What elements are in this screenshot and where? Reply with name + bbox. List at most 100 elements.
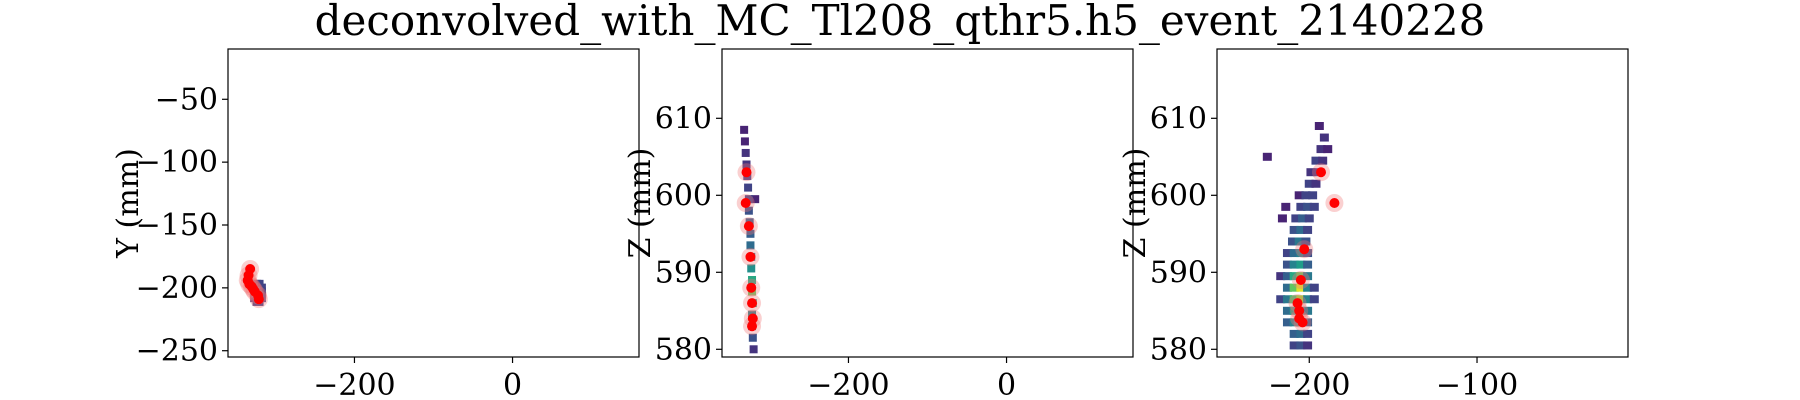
heatmap-cell bbox=[1309, 283, 1319, 292]
heatmap-cell bbox=[1282, 306, 1292, 315]
heatmap-cell bbox=[1323, 145, 1333, 154]
heatmap-cell bbox=[748, 333, 757, 342]
y-tick-label: −200 bbox=[136, 271, 218, 306]
heatmap-cell bbox=[746, 241, 755, 250]
heatmap-cell bbox=[740, 125, 749, 134]
heatmap-cell bbox=[1298, 214, 1308, 223]
heatmap-cell bbox=[744, 183, 753, 192]
mc-hit-point bbox=[1294, 305, 1305, 316]
mc-hit-point bbox=[746, 282, 757, 293]
heatmap-cell bbox=[1276, 295, 1286, 304]
axes-frame bbox=[721, 48, 1134, 358]
heatmap-cell bbox=[1289, 260, 1299, 269]
heatmap-cell bbox=[1318, 156, 1328, 165]
heatmap-cell bbox=[1309, 202, 1319, 211]
heatmap-cell bbox=[1289, 318, 1299, 327]
heatmap-cell bbox=[1301, 237, 1311, 246]
y-tick-label: −150 bbox=[136, 208, 218, 243]
heatmap-cell bbox=[1296, 225, 1306, 234]
heatmap-cell bbox=[1304, 179, 1314, 188]
mc-hit-point bbox=[1297, 317, 1308, 328]
panel-xy: −200 0 −50 −100 −150 −200 −250 Y (mm) bbox=[111, 48, 640, 400]
heatmap-cell bbox=[1296, 260, 1306, 269]
y-tick-label: −50 bbox=[155, 82, 218, 117]
heatmap-cell bbox=[1303, 306, 1313, 315]
mc-hit-point bbox=[1316, 167, 1327, 178]
heatmap-cell bbox=[1301, 191, 1311, 200]
heatmap-cell bbox=[1308, 191, 1318, 200]
heatmap-cell bbox=[1282, 283, 1292, 292]
heatmap-cell bbox=[1282, 260, 1292, 269]
y-tick-label: 600 bbox=[655, 178, 712, 213]
y-tick-label: −250 bbox=[136, 334, 218, 369]
heatmap-cell bbox=[1311, 156, 1321, 165]
plot-area bbox=[1262, 122, 1344, 350]
heatmap-cell bbox=[1262, 152, 1272, 161]
mc-hit-point bbox=[745, 251, 756, 262]
x-tick-label: −200 bbox=[1268, 368, 1350, 400]
heatmap-cell bbox=[1287, 237, 1297, 246]
heatmap-cell bbox=[1303, 329, 1313, 338]
heatmap-cell bbox=[1294, 237, 1304, 246]
heatmap-cell bbox=[1309, 295, 1319, 304]
heatmap-cell bbox=[741, 148, 750, 157]
x-tick-label: −200 bbox=[313, 368, 395, 400]
heatmap-cell bbox=[1289, 341, 1299, 350]
mc-hit-point bbox=[1292, 298, 1303, 309]
plot-area bbox=[736, 125, 762, 354]
heatmap-cell bbox=[1289, 225, 1299, 234]
heatmap-cell bbox=[1304, 214, 1314, 223]
heatmap-cell bbox=[1296, 283, 1306, 292]
y-tick-label: 610 bbox=[655, 101, 712, 136]
heatmap-cell bbox=[1277, 214, 1287, 223]
y-axis-label: Y (mm) bbox=[111, 148, 146, 259]
heatmap-cell bbox=[1294, 191, 1304, 200]
y-tick-label: 600 bbox=[1150, 178, 1207, 213]
heatmap-cell bbox=[744, 206, 753, 215]
x-tick-label: −100 bbox=[1436, 368, 1518, 400]
x-tick-label: 0 bbox=[503, 368, 522, 400]
y-tick-label: 580 bbox=[1150, 332, 1207, 367]
mc-hit-point bbox=[747, 298, 758, 309]
heatmap-cell bbox=[1296, 202, 1306, 211]
y-tick-label: 590 bbox=[655, 255, 712, 290]
heatmap-cell bbox=[1303, 202, 1313, 211]
heatmap-cell bbox=[1281, 202, 1291, 211]
heatmap-cell bbox=[1296, 329, 1306, 338]
heatmap-cell bbox=[1289, 329, 1299, 338]
mc-hit-point bbox=[743, 221, 754, 232]
heatmap-cell bbox=[1296, 295, 1306, 304]
heatmap-cell bbox=[747, 264, 756, 273]
x-tick-label: 0 bbox=[997, 368, 1016, 400]
heatmap-cell bbox=[740, 137, 749, 146]
heatmap-cell bbox=[1303, 249, 1313, 258]
heatmap-cell bbox=[1282, 249, 1292, 258]
heatmap-cell bbox=[1314, 122, 1324, 130]
axes-frame bbox=[1216, 48, 1629, 358]
mc-hit-point bbox=[747, 313, 758, 324]
heatmap-cell bbox=[1289, 283, 1299, 292]
heatmap-cell bbox=[1296, 341, 1306, 350]
heatmap-cell bbox=[748, 276, 757, 284]
heatmap-cell bbox=[1311, 179, 1321, 188]
heatmap-cell bbox=[751, 195, 760, 204]
mc-hit-point bbox=[741, 167, 752, 178]
heatmap-cell bbox=[1316, 145, 1326, 154]
panel-yz: −200 −100 580 590 600 610 Z (mm) bbox=[1118, 48, 1629, 400]
heatmap-cell bbox=[749, 345, 758, 354]
heatmap-cell bbox=[1303, 283, 1313, 292]
x-tick-label: −200 bbox=[807, 368, 889, 400]
mc-hit-point bbox=[1329, 198, 1340, 208]
heatmap-cell bbox=[1303, 318, 1313, 327]
y-tick-label: 590 bbox=[1150, 255, 1207, 290]
heatmap-cell bbox=[1306, 168, 1316, 177]
heatmap-cell bbox=[1291, 214, 1301, 223]
heatmap-cell bbox=[1303, 295, 1313, 304]
mc-hit-point bbox=[1299, 244, 1310, 255]
axes-frame bbox=[227, 48, 640, 358]
heatmap-cell bbox=[1289, 249, 1299, 258]
heatmap-cell bbox=[1282, 295, 1292, 304]
y-tick-label: −100 bbox=[136, 145, 218, 180]
heatmap-cell bbox=[1282, 318, 1292, 327]
